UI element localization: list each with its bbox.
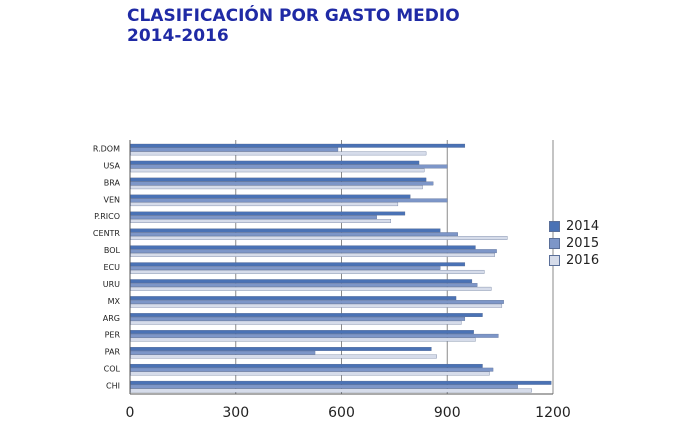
- bar-per-2014: [130, 330, 474, 334]
- bar-bra-2016: [130, 185, 423, 190]
- legend-label-2016: 2016: [566, 253, 600, 268]
- bar-ecu-2014: [130, 262, 466, 267]
- chart-legend: 2014 2015 2016: [549, 218, 599, 269]
- legend-swatch-2016: [549, 255, 560, 266]
- bar-bol-2015: [130, 249, 497, 254]
- x-tick-label-1200: 1200: [535, 405, 571, 421]
- category-label-prico: P.RICO: [94, 212, 120, 221]
- bar-par-2014: [130, 347, 432, 351]
- bar-uru-2015: [130, 283, 478, 287]
- bar-col-2016: [130, 371, 490, 376]
- bar-chi-2015: [130, 384, 518, 389]
- category-label-par: PAR: [105, 348, 121, 357]
- category-label-bra: BRA: [104, 178, 121, 187]
- bar-centr-2015: [130, 232, 458, 237]
- category-label-uru: URU: [103, 280, 120, 289]
- bar-bol-2016: [130, 253, 495, 257]
- bar-per-2015: [130, 333, 499, 338]
- legend-item-2014: 2014: [549, 218, 599, 235]
- category-label-col: COL: [104, 365, 121, 374]
- bar-ecu-2016: [130, 269, 485, 274]
- bar-usa-2014: [130, 160, 420, 165]
- bar-col-2014: [130, 363, 483, 368]
- bar-bol-2014: [130, 245, 476, 250]
- category-label-per: PER: [105, 331, 121, 340]
- category-label-arg: ARG: [103, 314, 120, 323]
- bar-ven-2014: [130, 194, 411, 199]
- bar-rdom-2016: [130, 151, 427, 156]
- bar-mx-2016: [130, 303, 503, 308]
- x-tick-label-600: 600: [328, 405, 355, 421]
- bar-centr-2016: [130, 236, 508, 240]
- bar-arg-2015: [130, 316, 466, 321]
- bar-arg-2016: [130, 320, 462, 325]
- bar-rdom-2014: [130, 143, 466, 148]
- bar-ecu-2015: [130, 266, 441, 270]
- bar-uru-2016: [130, 286, 492, 291]
- bar-usa-2015: [130, 164, 448, 169]
- chart-title-line1: CLASIFICACIÓN POR GASTO MEDIO: [127, 6, 460, 26]
- chart-title-line2: 2014-2016: [127, 26, 229, 46]
- bar-rdom-2015: [130, 147, 339, 152]
- bar-arg-2014: [130, 313, 483, 317]
- bar-par-2016: [130, 354, 437, 359]
- bar-centr-2014: [130, 228, 441, 233]
- bar-uru-2014: [130, 279, 473, 284]
- x-tick-label-900: 900: [434, 405, 461, 421]
- category-label-mx: MX: [108, 297, 121, 306]
- bar-ven-2015: [130, 198, 448, 203]
- bar-ven-2016: [130, 202, 399, 207]
- category-label-rdom: R.DOM: [93, 144, 120, 153]
- legend-label-2015: 2015: [566, 236, 600, 251]
- legend-item-2016: 2016: [549, 252, 599, 269]
- category-label-centr: CENTR: [93, 229, 121, 238]
- category-label-ven: VEN: [103, 195, 120, 204]
- bar-bra-2015: [130, 181, 434, 186]
- legend-swatch-2014: [549, 221, 560, 232]
- category-label-bol: BOL: [104, 246, 121, 255]
- bar-bra-2014: [130, 177, 427, 182]
- bar-per-2016: [130, 337, 476, 342]
- bar-col-2015: [130, 367, 494, 372]
- chart-title: CLASIFICACIÓN POR GASTO MEDIO 2014-2016: [127, 6, 460, 46]
- x-tick-label-300: 300: [222, 405, 249, 421]
- legend-label-2014: 2014: [566, 219, 600, 234]
- bar-mx-2015: [130, 300, 504, 304]
- x-tick-label-0: 0: [126, 405, 135, 421]
- category-label-chi: CHI: [106, 382, 120, 391]
- bar-par-2015: [130, 350, 316, 355]
- category-label-ecu: ECU: [104, 263, 121, 272]
- legend-item-2015: 2015: [549, 235, 599, 252]
- bar-prico-2015: [130, 215, 377, 220]
- bar-chi-2016: [130, 388, 533, 393]
- bar-mx-2014: [130, 296, 457, 301]
- legend-swatch-2015: [549, 238, 560, 249]
- category-label-usa: USA: [103, 161, 120, 170]
- bar-usa-2016: [130, 168, 425, 173]
- bar-prico-2016: [130, 219, 392, 223]
- bar-chi-2014: [130, 380, 552, 385]
- bar-prico-2014: [130, 211, 406, 216]
